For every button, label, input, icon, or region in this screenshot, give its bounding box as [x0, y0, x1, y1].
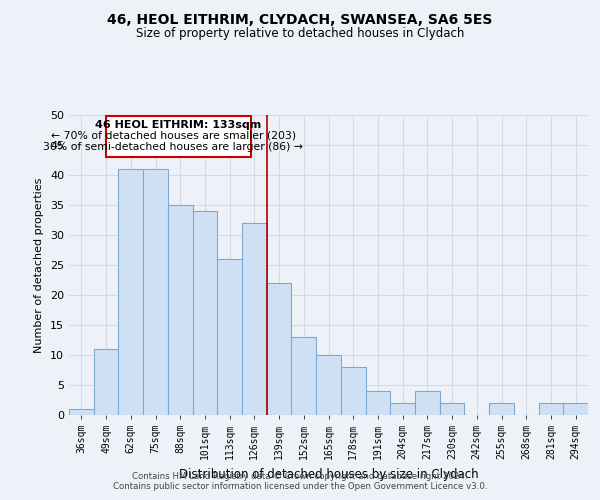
Bar — [390, 403, 415, 415]
Bar — [267, 283, 292, 415]
Bar — [341, 367, 365, 415]
Bar — [94, 349, 118, 415]
Bar — [440, 403, 464, 415]
Text: 46, HEOL EITHRIM, CLYDACH, SWANSEA, SA6 5ES: 46, HEOL EITHRIM, CLYDACH, SWANSEA, SA6 … — [107, 12, 493, 26]
Bar — [168, 205, 193, 415]
Bar — [193, 211, 217, 415]
Bar — [217, 259, 242, 415]
Text: Size of property relative to detached houses in Clydach: Size of property relative to detached ho… — [136, 28, 464, 40]
Bar — [69, 409, 94, 415]
Bar — [365, 391, 390, 415]
Bar — [563, 403, 588, 415]
Bar — [143, 169, 168, 415]
Bar — [118, 169, 143, 415]
Bar — [539, 403, 563, 415]
Bar — [242, 223, 267, 415]
Text: 30% of semi-detached houses are larger (86) →: 30% of semi-detached houses are larger (… — [43, 142, 304, 152]
X-axis label: Distribution of detached houses by size in Clydach: Distribution of detached houses by size … — [179, 468, 478, 480]
Bar — [316, 355, 341, 415]
Bar — [292, 337, 316, 415]
Text: Contains HM Land Registry data © Crown copyright and database right 2024.: Contains HM Land Registry data © Crown c… — [132, 472, 468, 481]
FancyBboxPatch shape — [106, 116, 251, 157]
Y-axis label: Number of detached properties: Number of detached properties — [34, 178, 44, 352]
Text: 46 HEOL EITHRIM: 133sqm: 46 HEOL EITHRIM: 133sqm — [95, 120, 262, 130]
Bar — [489, 403, 514, 415]
Text: Contains public sector information licensed under the Open Government Licence v3: Contains public sector information licen… — [113, 482, 487, 491]
Text: ← 70% of detached houses are smaller (203): ← 70% of detached houses are smaller (20… — [51, 131, 296, 141]
Bar — [415, 391, 440, 415]
